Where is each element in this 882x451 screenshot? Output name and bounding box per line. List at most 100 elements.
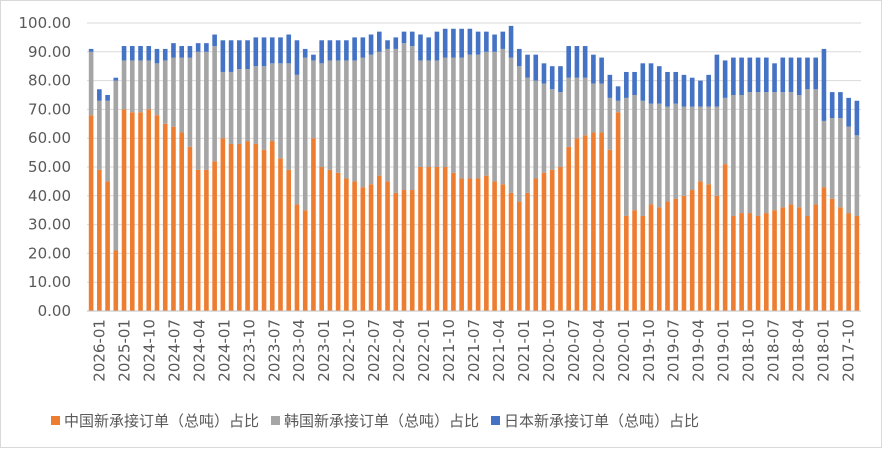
y-tick-label: 60.00	[28, 129, 71, 147]
x-tick-label: 2023-07	[265, 319, 283, 382]
bar-segment-korea	[129, 60, 135, 113]
x-tick-label: 2022-10	[340, 319, 358, 382]
bar-segment-japan	[418, 34, 423, 61]
bar-segment-china	[352, 181, 357, 311]
bar-segment-china	[516, 201, 522, 311]
bar-segment-japan	[780, 57, 786, 93]
x-tick-label: 2021-10	[440, 319, 458, 382]
y-tick-label: 50.00	[28, 158, 71, 176]
bar-segment-korea	[418, 60, 423, 167]
bar-segment-china	[434, 167, 440, 311]
bar-segment-korea	[138, 60, 143, 113]
x-tick-label: 2023-04	[290, 319, 308, 382]
x-tick-label: 2019-04	[690, 319, 708, 382]
bar-segment-japan	[574, 46, 580, 78]
bar-segment-china	[459, 178, 464, 311]
bar-segment-japan	[368, 34, 374, 55]
bar-segment-korea	[245, 69, 250, 142]
bar-segment-korea	[525, 77, 530, 193]
bar-segment-china	[648, 204, 654, 311]
bar-segment-china	[195, 169, 201, 311]
bar-segment-china	[673, 198, 679, 311]
legend-label-china: 中国新承接订单（总吨）占比	[64, 411, 260, 430]
bar-segment-china	[129, 112, 135, 311]
bar-segment-japan	[731, 57, 736, 95]
bar-segment-korea	[805, 89, 810, 216]
bar-segment-china	[747, 213, 753, 311]
bar-segment-china	[393, 192, 399, 311]
bar-segment-japan	[755, 57, 761, 93]
bar-segment-korea	[88, 51, 94, 116]
bar-segment-china	[640, 215, 646, 311]
bar-segment-korea	[846, 126, 851, 214]
bar-segment-china	[368, 184, 374, 311]
bar-segment-china	[681, 195, 687, 311]
y-tick-label: 0.00	[38, 302, 71, 320]
bar-segment-korea	[377, 51, 382, 176]
x-tick-label: 2019-01	[715, 319, 733, 382]
bar-segment-korea	[467, 54, 473, 179]
bar-segment-japan	[154, 48, 160, 64]
bar-segment-korea	[311, 60, 316, 139]
bar-segment-korea	[253, 66, 259, 144]
bar-segment-korea	[237, 69, 242, 144]
bar-segment-korea	[484, 51, 489, 176]
bar-segment-korea	[105, 100, 110, 182]
bar-segment-japan	[138, 46, 143, 61]
bar-segment-japan	[846, 97, 851, 127]
bar-segment-china	[245, 141, 250, 311]
bar-segment-japan	[689, 77, 695, 107]
bar-segment-china	[451, 172, 456, 311]
bar-segment-china	[508, 192, 514, 311]
bar-segment-korea	[755, 92, 761, 216]
bar-segment-japan	[105, 95, 110, 101]
x-tick-label: 2018-01	[815, 319, 833, 382]
bar-segment-japan	[195, 43, 201, 52]
bar-segment-korea	[796, 95, 802, 208]
bar-segment-china	[591, 132, 596, 311]
bar-segment-japan	[582, 46, 588, 78]
x-tick-label: 2018-10	[740, 319, 758, 382]
bar-segment-japan	[673, 71, 679, 104]
bar-segment-china	[624, 215, 629, 311]
bar-segment-japan	[558, 66, 563, 93]
bar-segment-japan	[171, 43, 176, 58]
bar-segment-korea	[698, 106, 703, 182]
bar-segment-korea	[681, 106, 687, 196]
x-tick-label: 2023-01	[315, 319, 333, 382]
bar-segment-korea	[739, 95, 744, 214]
bar-segment-japan	[393, 37, 399, 49]
bar-segment-japan	[764, 57, 769, 93]
bar-segment-japan	[302, 48, 308, 58]
bar-segment-japan	[204, 43, 209, 52]
bar-segment-japan	[607, 74, 613, 98]
y-tick-label: 10.00	[28, 273, 71, 291]
bar-segment-japan	[632, 71, 637, 95]
x-tick-label: 2021-04	[490, 319, 508, 382]
bar-segment-china	[302, 210, 308, 311]
bar-segment-china	[360, 187, 366, 311]
bar-segment-china	[615, 112, 621, 311]
legend-label-korea: 韩国新承接订单（总吨）占比	[284, 411, 480, 430]
bar-segment-korea	[656, 103, 662, 208]
y-tick-label: 40.00	[28, 187, 71, 205]
bar-segment-korea	[360, 57, 366, 188]
bar-segment-japan	[327, 40, 333, 61]
x-tick-label: 2019-07	[665, 319, 683, 382]
bar-segment-korea	[731, 95, 736, 216]
bar-segment-china	[319, 167, 324, 311]
bar-segment-japan	[434, 31, 440, 61]
bar-segment-korea	[591, 83, 596, 133]
bar-segment-china	[706, 184, 711, 311]
bar-segment-japan	[599, 57, 604, 84]
bar-segment-japan	[269, 37, 275, 64]
bar-segment-korea	[97, 100, 102, 170]
bar-segment-japan	[805, 57, 810, 90]
bar-segment-china	[467, 178, 473, 311]
x-tick-label: 2024-01	[215, 319, 233, 382]
bar-segment-korea	[434, 60, 440, 167]
bar-segment-japan	[294, 40, 300, 75]
bar-segment-china	[846, 213, 851, 311]
